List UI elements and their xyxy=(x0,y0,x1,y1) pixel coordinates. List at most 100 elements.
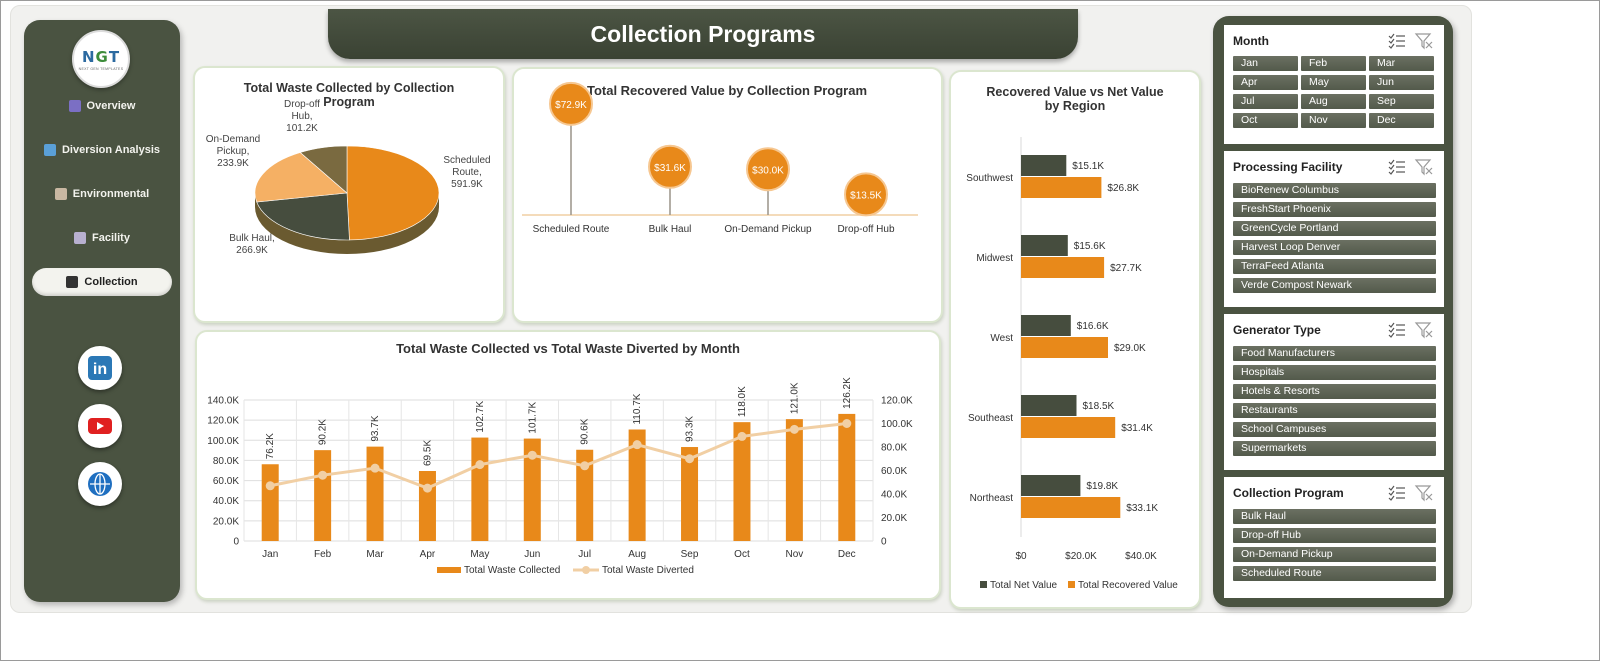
youtube-icon xyxy=(88,418,112,434)
slicer-item-on-demand-pickup[interactable]: On-Demand Pickup xyxy=(1233,547,1436,562)
linkedin-button[interactable]: in xyxy=(78,346,122,390)
slicer-item-apr[interactable]: Apr xyxy=(1233,75,1298,90)
slicer-item-freshstart-phoenix[interactable]: FreshStart Phoenix xyxy=(1233,202,1436,217)
region-xtick: $20.0K xyxy=(1065,551,1097,562)
combo-bar xyxy=(785,419,803,541)
clear-filter-icon[interactable] xyxy=(1414,321,1434,339)
region-category-label: Midwest xyxy=(976,253,1013,264)
slicer-item-sep[interactable]: Sep xyxy=(1369,94,1434,109)
combo-line-point xyxy=(370,463,380,473)
slicer-item-school-campuses[interactable]: School Campuses xyxy=(1233,422,1436,437)
clear-filter-icon[interactable] xyxy=(1414,484,1434,502)
combo-bar-label: 90.6K xyxy=(580,418,591,444)
pie-label-2: 233.9K xyxy=(217,158,249,169)
lollipop-value-label: $13.5K xyxy=(850,190,882,201)
funnel-shape xyxy=(1414,485,1432,502)
funnel-shape xyxy=(1414,159,1432,176)
line-chart-icon xyxy=(43,144,56,156)
slicer-item-restaurants[interactable]: Restaurants xyxy=(1233,403,1436,418)
slicer-item-bulk-haul[interactable]: Bulk Haul xyxy=(1233,509,1436,524)
check-mark xyxy=(1388,164,1395,170)
slicer-item-nov[interactable]: Nov xyxy=(1301,113,1366,128)
combo-ytick-left: 60.0K xyxy=(213,476,239,487)
nav-item-collection[interactable]: Collection xyxy=(32,268,172,296)
slicer-item-hotels-resorts[interactable]: Hotels & Resorts xyxy=(1233,384,1436,399)
multi-select-icon[interactable] xyxy=(1388,33,1406,49)
combo-ytick-left: 0 xyxy=(233,537,239,548)
lollipop-value-label: $72.9K xyxy=(555,100,587,111)
slicer-item-mar[interactable]: Mar xyxy=(1369,56,1434,71)
clear-filter-icon[interactable] xyxy=(1414,32,1434,50)
slicer-item-dec[interactable]: Dec xyxy=(1369,113,1434,128)
slicer-item-jun[interactable]: Jun xyxy=(1369,75,1434,90)
recovered-value-chart: Total Recovered Value by Collection Prog… xyxy=(522,81,918,235)
slicer-item-jul[interactable]: Jul xyxy=(1233,94,1298,109)
pie-label-0: Scheduled xyxy=(443,155,490,166)
region-legend-recovered: Total Recovered Value xyxy=(1078,580,1178,591)
slicer-item-greencycle-portland[interactable]: GreenCycle Portland xyxy=(1233,221,1436,236)
region-bar-label: $18.5K xyxy=(1083,401,1115,412)
slicer-item-biorenew-columbus[interactable]: BioRenew Columbus xyxy=(1233,183,1436,198)
slicer-title: Generator Type xyxy=(1233,323,1321,337)
combo-bar-label: 93.3K xyxy=(685,416,696,442)
title-banner: Collection Programs xyxy=(328,9,1078,59)
combo-xtick: Oct xyxy=(734,549,750,560)
logo-mark: NGT xyxy=(81,47,121,66)
lollipop-dot xyxy=(549,81,593,126)
combo-line-point xyxy=(685,454,695,464)
slicer-item-may[interactable]: May xyxy=(1301,75,1366,90)
region-bar-label: $26.8K xyxy=(1107,183,1139,194)
pie-label-3: Hub, xyxy=(291,111,312,122)
slicer-item-oct[interactable]: Oct xyxy=(1233,113,1298,128)
slicer-item-aug[interactable]: Aug xyxy=(1301,94,1366,109)
combo-ytick-left: 140.0K xyxy=(207,396,239,407)
logo-tagline: NEXT GEN TEMPLATES xyxy=(78,66,124,71)
multi-select-icon[interactable] xyxy=(1388,159,1406,175)
region-bar-label: $33.1K xyxy=(1126,503,1158,514)
combo-xtick: May xyxy=(470,549,489,560)
slicer-item-hospitals[interactable]: Hospitals xyxy=(1233,365,1436,380)
slicer-item-harvest-loop-denver[interactable]: Harvest Loop Denver xyxy=(1233,240,1436,255)
combo-xtick: Dec xyxy=(838,549,856,560)
nav-item-diversion-analysis[interactable]: Diversion Analysis xyxy=(32,136,172,164)
combo-bar xyxy=(471,437,489,541)
logo: NGT NEXT GEN TEMPLATES xyxy=(72,30,130,88)
region-bar-label: $15.6K xyxy=(1074,241,1106,252)
slicer-item-food-manufacturers[interactable]: Food Manufacturers xyxy=(1233,346,1436,361)
combo-bar xyxy=(418,471,436,541)
multi-select-icon[interactable] xyxy=(1388,322,1406,338)
region-category-label: West xyxy=(990,333,1013,344)
combo-line-point xyxy=(475,460,485,470)
globe-button[interactable] xyxy=(78,462,122,506)
nav-label: Diversion Analysis xyxy=(61,144,161,156)
region-bar-label: $15.1K xyxy=(1072,161,1104,172)
slicer-item-supermarkets[interactable]: Supermarkets xyxy=(1233,441,1436,456)
gear-icon xyxy=(74,232,87,244)
slicer-item-drop-off-hub[interactable]: Drop-off Hub xyxy=(1233,528,1436,543)
combo-bar-label: 102.7K xyxy=(475,401,486,433)
monthly-waste-panel: Total Waste Collected vs Total Waste Div… xyxy=(195,330,941,600)
combo-bar-label: 101.7K xyxy=(527,402,538,434)
nav-item-environmental[interactable]: Environmental xyxy=(32,180,172,208)
lollipop-category-label: Bulk Haul xyxy=(649,224,692,235)
combo-line-point xyxy=(265,481,275,491)
combo-bar xyxy=(576,449,594,541)
clear-filter-icon[interactable] xyxy=(1414,158,1434,176)
nav-item-facility[interactable]: Facility xyxy=(32,224,172,252)
nav-item-overview[interactable]: Overview xyxy=(32,92,172,120)
slicer-item-terrafeed-atlanta[interactable]: TerraFeed Atlanta xyxy=(1233,259,1436,274)
youtube-button[interactable] xyxy=(78,404,122,448)
clear-x xyxy=(1425,330,1433,338)
combo-bar-label: 93.7K xyxy=(370,415,381,441)
multi-select-icon[interactable] xyxy=(1388,485,1406,501)
nav-label: Overview xyxy=(86,100,136,112)
combo-bar-label: 90.2K xyxy=(318,419,329,445)
slicer-item-feb[interactable]: Feb xyxy=(1301,56,1366,71)
combo-xtick: Nov xyxy=(785,549,803,560)
combo-bar xyxy=(366,446,384,541)
slicer-item-scheduled-route[interactable]: Scheduled Route xyxy=(1233,566,1436,581)
slicer-item-jan[interactable]: Jan xyxy=(1233,56,1298,71)
pie-slice-scheduled-route xyxy=(346,145,440,241)
pie-label-3: Drop-off xyxy=(284,99,320,110)
slicer-item-verde-compost-newark[interactable]: Verde Compost Newark xyxy=(1233,278,1436,293)
